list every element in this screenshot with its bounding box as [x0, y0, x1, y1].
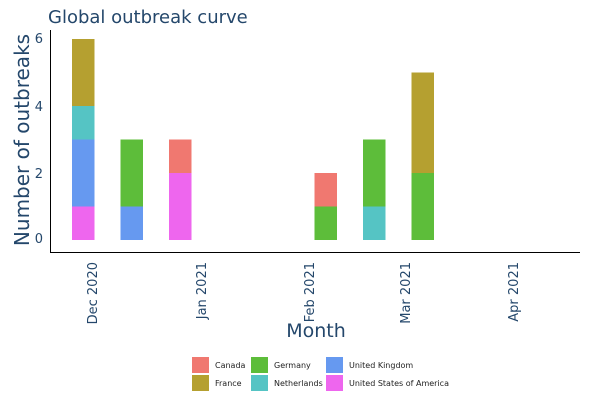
bar-segment-germany: [120, 139, 143, 207]
y-axis-title: Number of outbreaks: [10, 34, 34, 246]
bar-segment-germany: [363, 139, 386, 207]
legend-swatch-netherlands: [251, 375, 268, 391]
y-axis: 0 2 4 6 Number of outbreaks: [10, 30, 51, 253]
x-tick-label: Feb 2021: [303, 262, 318, 322]
bar-segment-france: [72, 39, 95, 106]
bar-segment-germany: [411, 173, 434, 240]
bar-segment-united-states-of-america: [169, 173, 192, 240]
x-tick-label: Jan 2021: [195, 262, 210, 320]
x-tick-label: Mar 2021: [399, 262, 414, 324]
bar-segment-france: [411, 72, 434, 173]
bar-segment-germany: [314, 206, 337, 240]
bar-segment-united-states-of-america: [72, 206, 95, 240]
y-tick-label: 2: [35, 167, 43, 182]
chart-title: Global outbreak curve: [48, 7, 248, 28]
legend-label: Germany: [274, 361, 311, 370]
legend-swatch-canada: [192, 357, 209, 373]
bar-segment-netherlands: [72, 106, 95, 140]
legend-swatch-france: [192, 375, 209, 391]
legend-label: Netherlands: [274, 379, 323, 388]
legend-swatch-germany: [251, 357, 268, 373]
y-tick-label: 4: [35, 100, 43, 115]
y-tick-label: 0: [35, 232, 43, 247]
x-axis: Dec 2020 Jan 2021 Feb 2021 Mar 2021 Apr …: [50, 252, 580, 342]
legend-label: United States of America: [349, 379, 449, 388]
bars: [72, 39, 434, 240]
bar-segment-netherlands: [363, 206, 386, 240]
bar-segment-united-kingdom: [120, 206, 143, 240]
legend-label: Canada: [215, 361, 246, 370]
x-tick-label: Apr 2021: [507, 262, 522, 322]
x-tick-label: Dec 2020: [86, 262, 101, 324]
legend-label: United Kingdom: [349, 361, 413, 370]
x-axis-title: Month: [286, 320, 346, 342]
bar-segment-canada: [314, 173, 337, 207]
y-tick-label: 6: [35, 32, 43, 47]
legend-swatch-united-kingdom: [326, 357, 343, 373]
legend: Canada France Germany Netherlands United…: [192, 357, 449, 391]
bar-segment-canada: [169, 139, 192, 173]
legend-label: France: [215, 379, 242, 388]
legend-swatch-united-states-of-america: [326, 375, 343, 391]
bar-segment-united-kingdom: [72, 139, 95, 207]
